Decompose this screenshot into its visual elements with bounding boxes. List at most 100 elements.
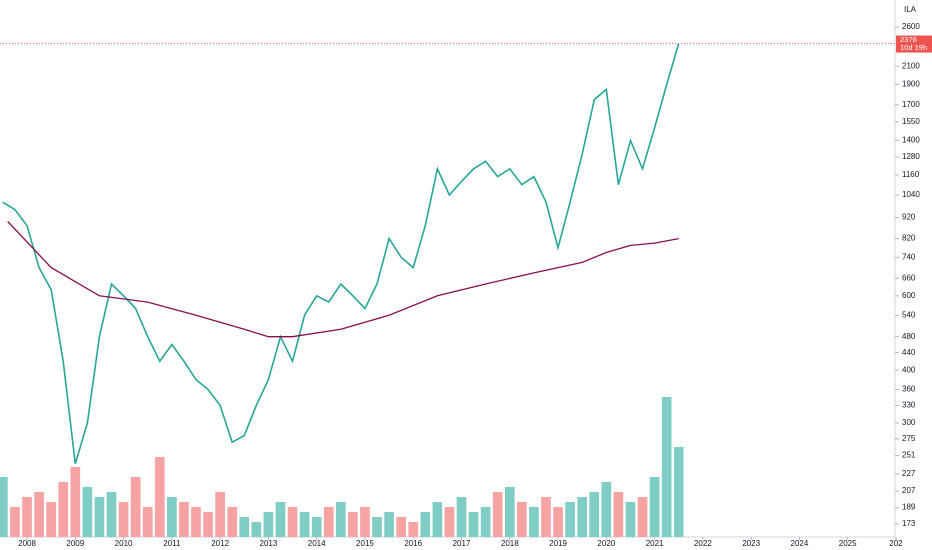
volume-bar <box>625 502 636 537</box>
volume-bar <box>649 477 660 537</box>
volume-bar <box>311 517 322 537</box>
volume-bar <box>70 467 81 537</box>
y-tick-label: 360 <box>902 385 916 394</box>
volume-bar <box>263 512 274 537</box>
y-tick-label: 440 <box>902 348 916 357</box>
volume-bar <box>529 507 539 537</box>
y-tick-label: 1550 <box>902 117 920 126</box>
x-tick-label: 2008 <box>18 539 36 548</box>
x-tick-label: 2021 <box>646 539 664 548</box>
volume-bar <box>637 497 648 537</box>
y-tick-label: 2600 <box>902 22 920 31</box>
y-tick-label: 300 <box>902 418 916 427</box>
volume-bar <box>179 502 189 537</box>
volume-bar <box>517 502 527 537</box>
x-tick-label: 2023 <box>742 539 760 548</box>
volume-bar <box>167 497 177 537</box>
volume-bar <box>553 507 563 537</box>
x-tick-label: 2010 <box>115 539 133 548</box>
y-tick-label: 1700 <box>902 100 920 109</box>
x-tick-label: 2022 <box>694 539 712 548</box>
volume-bar <box>613 492 624 537</box>
volume-bar <box>154 457 165 537</box>
volume-bar <box>130 477 141 537</box>
x-tick-label: 2019 <box>549 539 567 548</box>
y-tick-label: 1040 <box>902 190 920 199</box>
volume-bar <box>504 487 515 537</box>
volume-bar <box>82 487 93 537</box>
volume-bar <box>58 482 69 537</box>
symbol-label: ILA <box>904 5 917 14</box>
volume-bar <box>142 507 153 537</box>
y-tick-label: 2100 <box>902 61 920 70</box>
y-tick-label: 1900 <box>902 80 920 89</box>
y-tick-label: 600 <box>902 291 916 300</box>
volume-bar <box>0 477 8 537</box>
volume-bar <box>577 497 588 537</box>
countdown-label: 10d 19h <box>900 43 927 52</box>
x-tick-label: 2015 <box>356 539 374 548</box>
volume-bar <box>673 447 684 537</box>
y-tick-label: 540 <box>902 310 916 319</box>
x-tick-label: 2016 <box>404 539 422 548</box>
volume-bar <box>661 397 672 537</box>
volume-bar <box>22 497 32 537</box>
last-price-label: 2376 <box>900 35 917 44</box>
x-tick-label: 2020 <box>597 539 615 548</box>
y-tick-label: 1160 <box>902 170 920 179</box>
volume-bar <box>323 507 334 537</box>
volume-bar <box>215 492 225 537</box>
volume-bar <box>408 522 419 537</box>
volume-bar <box>360 507 370 537</box>
volume-bar <box>203 512 213 537</box>
volume-bar <box>299 512 310 537</box>
volume-bar <box>94 497 105 537</box>
x-tick-label: 2012 <box>211 539 229 548</box>
volume-bar <box>444 507 455 537</box>
y-tick-label: 480 <box>902 332 916 341</box>
y-tick-label: 330 <box>902 401 916 410</box>
volume-bar <box>118 502 129 537</box>
y-tick-label: 275 <box>902 434 916 443</box>
volume-bar <box>589 492 600 537</box>
volume-bar <box>541 497 551 537</box>
volume-bar <box>384 512 394 537</box>
volume-bar <box>287 507 298 537</box>
volume-bar <box>251 522 262 537</box>
volume-bar <box>456 497 467 537</box>
volume-bar <box>191 507 201 537</box>
volume-bar <box>275 502 286 537</box>
volume-bar <box>348 512 358 537</box>
volume-bar <box>468 512 479 537</box>
x-tick-label: 2018 <box>501 539 519 548</box>
volume-bar <box>372 517 382 537</box>
volume-bar <box>227 507 238 537</box>
volume-bar <box>10 507 20 537</box>
x-tick-label: 2024 <box>791 539 809 548</box>
volume-bar <box>239 517 250 537</box>
y-tick-label: 251 <box>902 451 916 460</box>
x-tick-label: 202 <box>889 539 903 548</box>
x-tick-label: 2013 <box>260 539 278 548</box>
last-price-badge <box>896 35 932 53</box>
volume-bar <box>420 512 431 537</box>
x-tick-label: 2014 <box>308 539 326 548</box>
x-tick-label: 2011 <box>163 539 181 548</box>
volume-bar <box>565 502 575 537</box>
volume-bar <box>480 507 491 537</box>
volume-bar <box>396 517 406 537</box>
volume-bar <box>492 492 503 537</box>
y-tick-label: 173 <box>902 519 916 528</box>
price-line <box>7 221 679 338</box>
y-tick-label: 920 <box>902 213 916 222</box>
volume-bar <box>432 502 443 537</box>
y-tick-label: 227 <box>902 469 916 478</box>
y-tick-label: 740 <box>902 252 916 261</box>
y-tick-label: 1280 <box>902 152 920 161</box>
y-tick-label: 207 <box>902 486 916 495</box>
volume-bar <box>106 492 117 537</box>
x-tick-label: 2009 <box>66 539 84 548</box>
y-tick-label: 1400 <box>902 136 920 145</box>
